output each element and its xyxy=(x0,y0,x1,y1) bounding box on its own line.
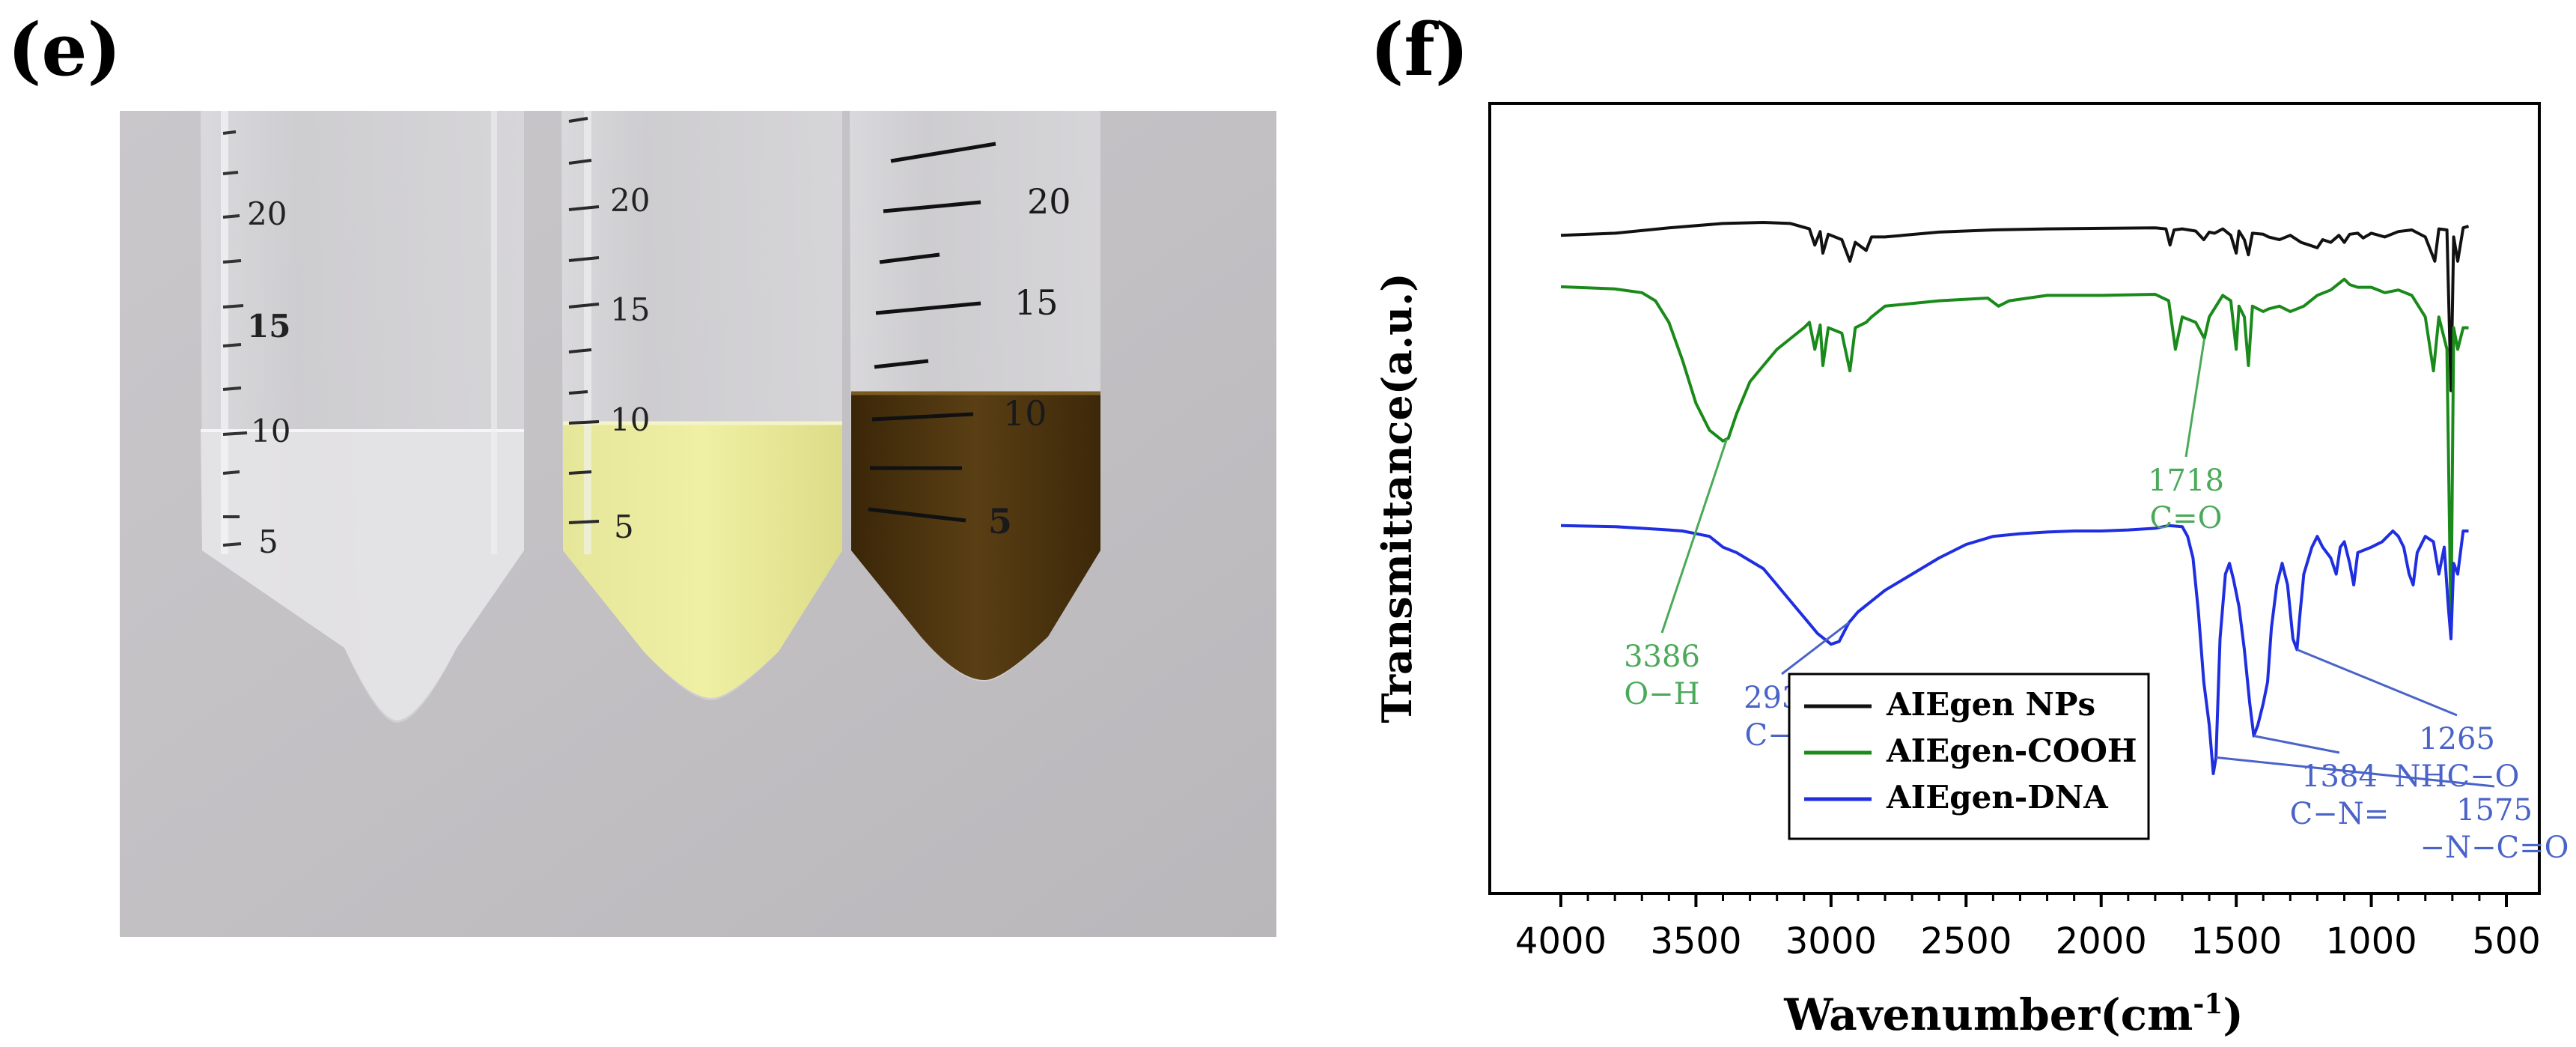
x-tick-label-3000: 3000 xyxy=(1785,920,1877,962)
series-line-aiegen-dna xyxy=(1560,524,2469,775)
annotation-text-1718: C=O xyxy=(2150,501,2223,535)
tube2-mark-20: 20 xyxy=(610,182,650,219)
tube3-graduation-labels: 20 15 10 5 xyxy=(988,181,1071,541)
tube-yellow xyxy=(561,111,842,700)
y-axis-label: Transmittance(a.u.) xyxy=(1373,273,1421,723)
tube1-mark-10: 10 xyxy=(251,413,290,449)
series-layer xyxy=(1560,221,2470,775)
annotation-leader-1575 xyxy=(2215,756,2495,788)
annotation-text-1575: −N−C=O xyxy=(2420,831,2569,865)
legend-label-2: AIEgen-DNA xyxy=(1886,779,2109,816)
annotation-value-1265: 1265 xyxy=(2419,722,2495,756)
x-axis-label-superscript: -1 xyxy=(2193,989,2223,1020)
tube2-mark-5: 5 xyxy=(614,509,634,545)
panel-e-label: (e) xyxy=(7,7,121,92)
x-tick-label-2500: 2500 xyxy=(1920,920,2012,962)
tube-clear xyxy=(201,111,524,723)
x-axis-label-main: Wavenumber(cm xyxy=(1783,989,2193,1040)
x-tick-label-2000: 2000 xyxy=(2056,920,2147,962)
tube1-mark-15: 15 xyxy=(247,308,290,345)
series-line-aiegen-cooh xyxy=(1560,277,2469,631)
tube2-graduation-labels: 20 15 10 5 xyxy=(610,182,650,545)
tube2-mark-10: 10 xyxy=(610,401,650,438)
tube1-graduation-labels: 20 15 10 5 xyxy=(247,195,290,560)
annotation-leader-3386 xyxy=(1660,438,1728,634)
annotation-leader-2934 xyxy=(1781,622,1850,676)
annotation-value-3386: 3386 xyxy=(1624,640,1700,674)
annotation-leader-1718 xyxy=(2184,338,2206,458)
annotation-1575: 1575−N−C=O xyxy=(2215,756,2569,865)
annotation-value-1718: 1718 xyxy=(2148,464,2224,498)
legend-box xyxy=(1788,673,2150,840)
x-tick-label-1000: 1000 xyxy=(2325,920,2417,962)
tube3-mark-10: 10 xyxy=(1003,393,1047,434)
x-axis: 4000 3500 3000 2500 2000 1500 1000 500 xyxy=(1515,893,2541,962)
legend: AIEgen NPs AIEgen-COOH AIEgen-DNA xyxy=(1788,673,2150,840)
annotation-value-1384: 1384 xyxy=(2301,759,2378,794)
tube3-mark-15: 15 xyxy=(1014,282,1059,323)
legend-label-1: AIEgen-COOH xyxy=(1886,732,2137,769)
tube1-mark-5: 5 xyxy=(258,524,278,560)
tube3-mark-20: 20 xyxy=(1027,181,1071,222)
annotation-leader-1265 xyxy=(2296,649,2458,717)
annotation-text-1265: NHC−O xyxy=(2395,759,2520,794)
tube2-graduations xyxy=(568,117,600,524)
legend-label-0: AIEgen NPs xyxy=(1886,686,2095,723)
annotation-text-1384: C−N= xyxy=(2290,797,2390,831)
tube3-mark-5: 5 xyxy=(988,501,1012,541)
tube1-mark-20: 20 xyxy=(247,195,287,232)
tube-brown xyxy=(850,111,1100,682)
series-line-aiegen-nps xyxy=(1560,221,2470,392)
x-tick-label-500: 500 xyxy=(2472,920,2541,962)
legend-items: AIEgen NPs AIEgen-COOH AIEgen-DNA xyxy=(1804,686,2137,816)
panel-f-label: (f) xyxy=(1370,7,1469,92)
annotation-text-3386: O−H xyxy=(1624,677,1699,711)
x-axis-label: Wavenumber(cm-1) xyxy=(1783,989,2244,1040)
tube2-mark-15: 15 xyxy=(610,291,650,328)
annotation-value-1575: 1575 xyxy=(2456,793,2533,828)
x-tick-label-1500: 1500 xyxy=(2190,920,2282,962)
annotation-leader-1384 xyxy=(2253,735,2340,754)
x-tick-label-4000: 4000 xyxy=(1515,920,1607,962)
plot-frame xyxy=(1488,102,2541,895)
tube1-graduations xyxy=(222,130,248,547)
tube3-graduations xyxy=(868,142,996,523)
x-axis-label-close: ) xyxy=(2223,989,2243,1040)
x-tick-label-3500: 3500 xyxy=(1650,920,1741,962)
